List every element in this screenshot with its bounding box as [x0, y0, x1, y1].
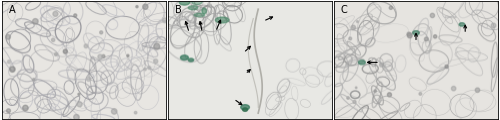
Text: B: B	[174, 5, 182, 15]
Text: C: C	[340, 5, 347, 15]
Text: A: A	[8, 5, 15, 15]
